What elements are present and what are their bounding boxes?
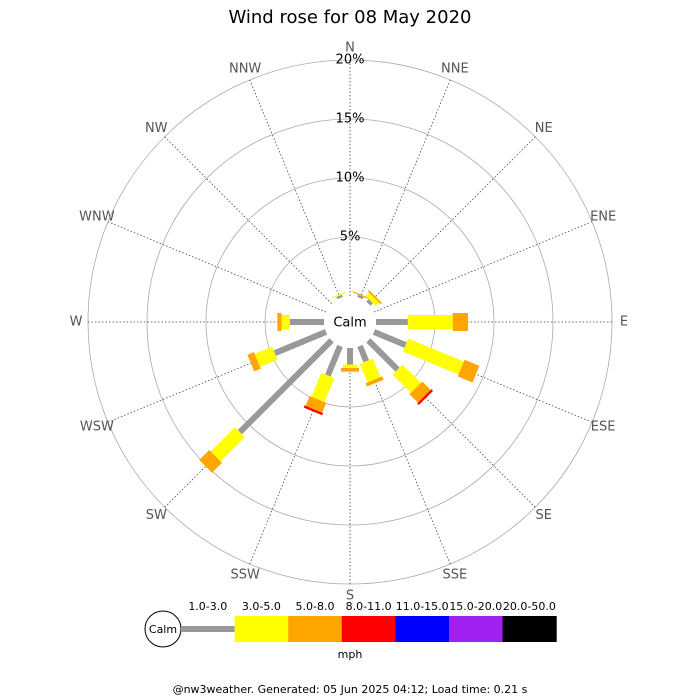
segment	[336, 294, 343, 300]
legend-label: 1.0-3.0	[188, 600, 227, 613]
r-tick-label: 15%	[336, 112, 365, 127]
footer: @nw3weather. Generated: 05 Jun 2025 04:1…	[173, 683, 528, 696]
direction-label: WNW	[79, 210, 115, 225]
direction-label: NNE	[441, 61, 469, 76]
segment	[365, 376, 384, 387]
segment	[273, 329, 328, 356]
direction-label: SSW	[230, 568, 260, 583]
r-tick-label: 10%	[336, 171, 365, 186]
direction-label: ENE	[590, 210, 616, 225]
direction-label: N	[345, 41, 355, 56]
legend-label: 20.0-50.0	[503, 600, 556, 613]
spoke	[107, 221, 327, 313]
segment	[457, 359, 480, 383]
legend-label: 11.0-15.0	[396, 600, 449, 613]
direction-label: SE	[536, 508, 552, 523]
direction-label: ESE	[591, 419, 616, 434]
legend-unit: mph	[338, 648, 363, 661]
segment	[365, 292, 380, 307]
segment	[366, 338, 400, 372]
r-tick-label: 20%	[336, 53, 365, 68]
direction-label: S	[346, 589, 354, 604]
segment	[199, 450, 222, 473]
grid-ring	[205, 177, 495, 467]
legend-label: 8.0-11.0	[346, 600, 392, 613]
spoke	[164, 136, 332, 304]
direction-label: NNW	[229, 61, 261, 76]
segment	[372, 329, 407, 348]
segment	[402, 338, 464, 375]
direction-label: WSW	[80, 419, 114, 434]
segment	[409, 381, 431, 403]
grid-ring	[146, 118, 554, 526]
calm-label: Calm	[333, 316, 366, 331]
direction-label: NW	[145, 121, 168, 136]
segment	[311, 372, 335, 403]
legend-calm-label: Calm	[149, 623, 177, 636]
segment	[367, 290, 382, 305]
segment	[359, 358, 381, 383]
legend-swatch	[502, 616, 557, 642]
segment	[357, 344, 370, 363]
direction-label: E	[620, 315, 628, 330]
legend-label: 5.0-8.0	[296, 600, 335, 613]
segment	[254, 346, 278, 367]
segment	[305, 395, 327, 413]
segment	[247, 352, 261, 372]
segment	[237, 338, 334, 435]
legend-swatch	[288, 616, 343, 642]
spoke	[368, 136, 536, 304]
legend-label: 15.0-20.0	[449, 600, 502, 613]
legend-swatch	[395, 616, 450, 642]
legend-swatch	[449, 616, 504, 642]
segment	[325, 344, 343, 377]
spoke	[359, 79, 451, 299]
spoke	[373, 221, 593, 313]
r-tick-label: 5%	[340, 230, 361, 245]
segment	[210, 427, 245, 462]
legend-swatch	[234, 616, 289, 642]
chart-title: Wind rose for 08 May 2020	[229, 7, 472, 28]
segment	[303, 405, 324, 416]
legend-swatch	[341, 616, 396, 642]
segment	[392, 364, 421, 393]
direction-label: W	[70, 315, 83, 330]
segment	[366, 298, 374, 306]
direction-label: SW	[146, 508, 167, 523]
segment	[357, 294, 364, 300]
direction-label: SSE	[442, 568, 467, 583]
calm-circle	[326, 298, 374, 346]
direction-label: NE	[535, 121, 553, 136]
legend-label: 3.0-5.0	[242, 600, 281, 613]
spoke	[249, 79, 341, 299]
segment	[417, 389, 434, 406]
